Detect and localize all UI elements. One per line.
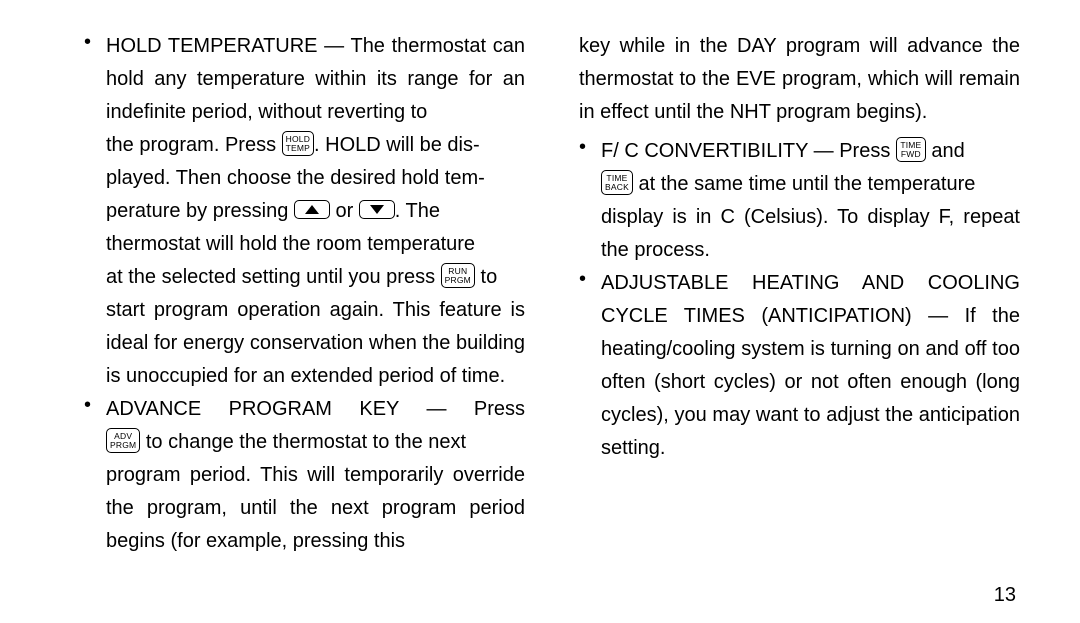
time-fwd-key-icon: TIME FWD [896,137,926,162]
text-run: program period. This will temporarily ov… [106,464,525,552]
text-run: thermostat will hold the room temperatur… [106,233,475,255]
text-run: or [330,200,359,222]
left-column: • HOLD TEMPERATURE — The thermostat can … [84,30,525,603]
text-run: key while in the DAY program will advanc… [579,35,1020,123]
text-block: key while in the DAY program will advanc… [579,30,1020,129]
text-run: at the same time until the temperature [633,173,975,195]
text-run: played. Then choose the desired hold tem… [106,167,485,189]
text-block: program period. This will temporarily ov… [106,459,525,558]
bullet-hold-temp: • HOLD TEMPERATURE — The thermostat can … [84,30,525,129]
text-run: start program operation again. This feat… [106,299,525,387]
text-run: at the selected setting until you press [106,266,441,288]
text-line: thermostat will hold the room temperatur… [106,228,525,261]
text-run: the program. Press [106,134,282,156]
text-line: the program. Press HOLD TEMP. HOLD will … [106,129,525,162]
text-line: played. Then choose the desired hold tem… [106,162,525,195]
time-back-key-icon: TIME BACK [601,170,633,195]
bullet-advance-program: • ADVANCE PROGRAM KEY — Press [84,393,525,426]
bullet-text: ADJUSTABLE HEATING AND COOLING CYCLE TIM… [601,267,1020,465]
run-prgm-key-icon: RUN PRGM [441,263,475,288]
up-arrow-key-icon [294,200,330,219]
text-run: . The [395,200,440,222]
page-number: 13 [994,584,1016,607]
text-line: perature by pressing or . The [106,195,525,228]
bullet-text: HOLD TEMPERATURE — The thermostat can ho… [106,30,525,129]
hold-temp-key-icon: HOLD TEMP [282,131,314,156]
text-run: HOLD TEMPERATURE — The thermostat can ho… [106,35,525,123]
text-run: ADVANCE PROGRAM KEY — Press [106,398,525,420]
text-run: ADJUSTABLE HEATING AND COOLING CYCLE TIM… [601,272,1020,459]
text-run: F/ C CONVERTIBILITY — Press [601,140,896,162]
bullet-marker: • [579,135,601,168]
bullet-text: ADVANCE PROGRAM KEY — Press [106,393,525,426]
text-block: start program operation again. This feat… [106,294,525,393]
text-run: to change the thermostat to the next [140,431,466,453]
text-run: to [475,266,497,288]
manual-page: • HOLD TEMPERATURE — The thermostat can … [0,0,1080,623]
text-run: display is in C (Celsius). To display F,… [601,206,1020,261]
bullet-adjustable: • ADJUSTABLE HEATING AND COOLING CYCLE T… [579,267,1020,465]
adv-prgm-key-icon: ADV PRGM [106,428,140,453]
bullet-marker: • [84,30,106,129]
bullet-marker: • [84,393,106,426]
text-run: and [926,140,965,162]
down-arrow-key-icon [359,200,395,219]
text-line: ADV PRGM to change the thermostat to the… [106,426,525,459]
text-block: display is in C (Celsius). To display F,… [601,201,1020,267]
text-run: perature by pressing [106,200,294,222]
bullet-text: F/ C CONVERTIBILITY — Press TIME FWD and [601,135,1020,168]
text-line: at the selected setting until you press … [106,261,525,294]
text-line: TIME BACK at the same time until the tem… [601,168,1020,201]
right-column: key while in the DAY program will advanc… [579,30,1020,603]
bullet-convertibility: • F/ C CONVERTIBILITY — Press TIME FWD a… [579,135,1020,168]
text-run: . HOLD will be dis- [314,134,480,156]
bullet-marker: • [579,267,601,465]
